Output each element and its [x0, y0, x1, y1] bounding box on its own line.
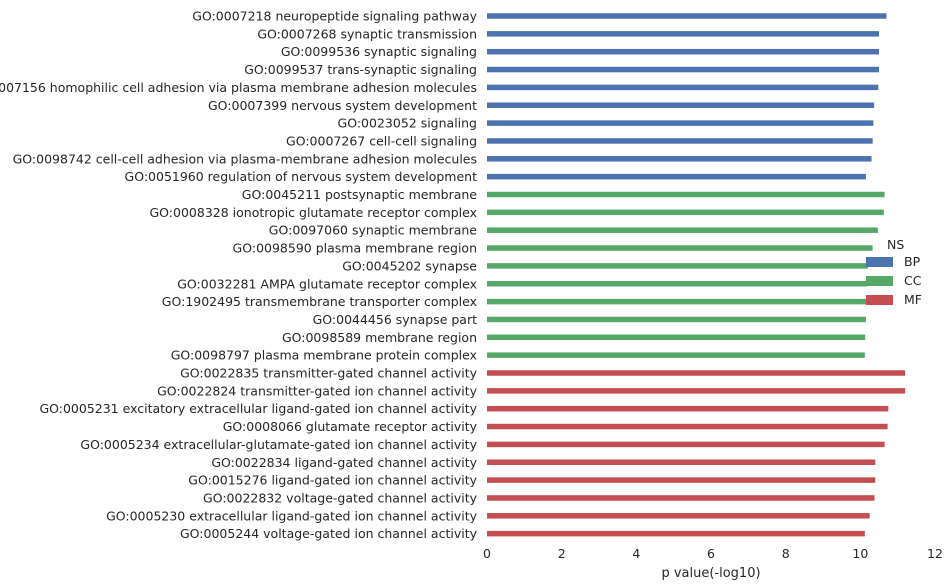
bar — [487, 441, 885, 448]
legend-swatch — [866, 276, 893, 286]
category-label: GO:0007218 neuropeptide signaling pathwa… — [192, 9, 477, 24]
bar — [487, 138, 873, 144]
bar — [487, 370, 906, 376]
category-label: GO:0051960 regulation of nervous system … — [125, 169, 478, 184]
category-label: GO:1902495 transmembrane transporter com… — [162, 294, 477, 309]
legend-title: NS — [887, 237, 904, 252]
category-label: GO:0005234 extracellular-glutamate-gated… — [80, 437, 477, 452]
x-tick-label: 2 — [558, 546, 566, 561]
category-label: GO:0032281 AMPA glutamate receptor compl… — [177, 276, 477, 291]
legend-label: CC — [904, 273, 922, 288]
bar — [487, 530, 865, 537]
category-label: GO:0007156 homophilic cell adhesion via … — [0, 80, 477, 95]
bar — [487, 405, 889, 412]
category-label: GO:0098589 membrane region — [282, 330, 477, 345]
category-label: GO:0008066 glutamate receptor activity — [223, 419, 478, 434]
legend-swatch — [866, 295, 893, 305]
category-label: GO:0045202 synapse — [342, 258, 477, 273]
category-label: GO:0098797 plasma membrane protein compl… — [171, 348, 477, 363]
bar — [487, 477, 876, 483]
x-axis-ticks: 0 2 4 6 8 10 12 — [483, 546, 943, 561]
category-label: GO:0005231 excitatory extracellular liga… — [39, 401, 477, 416]
bar — [487, 156, 872, 162]
x-axis-title: p value(-log10) — [661, 566, 760, 581]
bar — [487, 423, 888, 430]
category-label: GO:0005244 voltage-gated ion channel act… — [180, 526, 478, 541]
bar — [487, 227, 878, 233]
category-label: GO:0008328 ionotropic glutamate receptor… — [150, 205, 478, 220]
bar — [487, 84, 879, 91]
category-label: GO:0022832 voltage-gated channel activit… — [203, 490, 478, 505]
category-label: GO:0044456 synapse part — [313, 312, 477, 327]
bar — [487, 298, 867, 305]
bar — [487, 334, 866, 341]
category-label: GO:0099537 trans-synaptic signaling — [244, 62, 477, 77]
category-label: GO:0098742 cell-cell adhesion via plasma… — [13, 151, 477, 166]
x-tick-label: 6 — [707, 546, 715, 561]
category-label: GO:0007268 synaptic transmission — [257, 26, 477, 41]
bar — [487, 102, 875, 108]
bar — [487, 31, 879, 37]
category-label: GO:0097060 synaptic membrane — [269, 223, 478, 238]
x-tick-label: 12 — [927, 546, 943, 561]
legend-swatch — [866, 257, 893, 267]
category-label: GO:0023052 signaling — [338, 116, 477, 131]
legend: NS BP CC MF — [866, 237, 922, 307]
category-label: GO:0098590 plasma membrane region — [233, 241, 477, 256]
bar — [487, 13, 887, 19]
bar — [487, 459, 876, 465]
category-label: GO:0022834 ligand-gated channel activity — [211, 455, 477, 470]
category-label: GO:0022824 transmitter-gated ion channel… — [157, 383, 478, 398]
bars-layer — [487, 13, 906, 537]
x-tick-label: 4 — [632, 546, 640, 561]
bar — [487, 120, 874, 126]
category-label: GO:0015276 ligand-gated ion channel acti… — [188, 473, 477, 488]
bar — [487, 513, 870, 519]
bar — [487, 209, 884, 216]
bar — [487, 245, 873, 251]
category-label: GO:0099536 synaptic signaling — [281, 44, 477, 59]
bar — [487, 263, 868, 269]
legend-label: MF — [904, 292, 922, 307]
category-label: GO:0005230 extracellular ligand-gated io… — [106, 508, 478, 523]
bar — [487, 316, 866, 323]
category-label: GO:0045211 postsynaptic membrane — [242, 187, 478, 202]
bar — [487, 191, 885, 198]
x-tick-label: 8 — [782, 546, 790, 561]
category-label: GO:0007267 cell-cell signaling — [286, 133, 477, 148]
category-label: GO:0022835 transmitter-gated channel act… — [180, 366, 477, 381]
bar — [487, 48, 879, 55]
legend-label: BP — [904, 254, 921, 269]
category-label: GO:0007399 nervous system development — [208, 98, 477, 113]
bar — [487, 281, 868, 287]
x-tick-label: 0 — [483, 546, 491, 561]
bar — [487, 66, 879, 73]
x-tick-label: 10 — [852, 546, 868, 561]
category-labels: GO:0007218 neuropeptide signaling pathwa… — [0, 9, 478, 542]
bar — [487, 173, 866, 180]
bar — [487, 352, 865, 358]
bar — [487, 495, 875, 501]
bar — [487, 388, 906, 394]
